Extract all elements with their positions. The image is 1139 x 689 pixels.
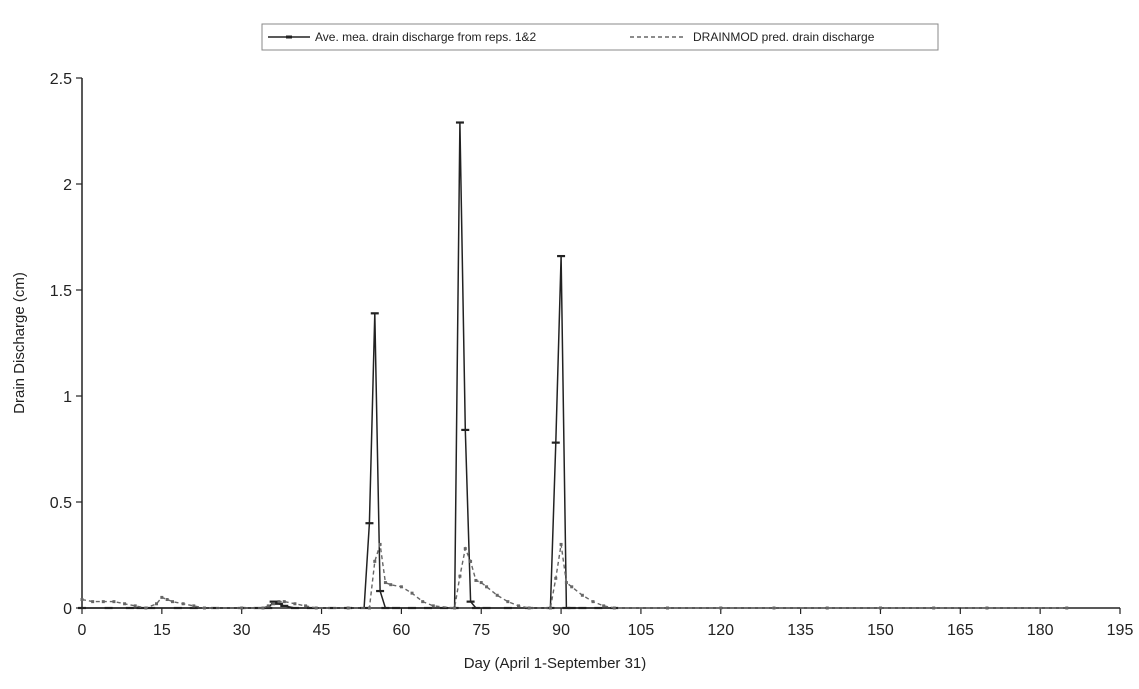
data-point-predicted <box>431 604 435 608</box>
y-ticks: 0 0.5 1 1.5 2 2.5 <box>50 71 82 618</box>
data-point-predicted <box>421 600 425 604</box>
x-tick-label: 45 <box>313 622 331 639</box>
data-point-predicted <box>165 598 169 602</box>
data-point-predicted <box>240 606 244 610</box>
data-point-predicted <box>80 598 84 602</box>
data-point-predicted <box>458 574 462 578</box>
data-point-predicted <box>932 606 936 610</box>
data-point-predicted <box>272 602 276 606</box>
data-point-predicted <box>554 576 558 580</box>
x-tick-label: 135 <box>787 622 814 639</box>
data-point-predicted <box>506 600 510 604</box>
data-point-predicted <box>367 606 371 610</box>
data-point-predicted <box>383 581 387 585</box>
data-point-predicted <box>825 606 829 610</box>
data-point-predicted <box>548 606 552 610</box>
y-tick-label: 0.5 <box>50 495 72 512</box>
data-point-predicted <box>479 581 483 585</box>
data-point-predicted <box>181 602 185 606</box>
y-tick-label: 0 <box>63 601 72 618</box>
data-point-predicted <box>474 578 478 582</box>
data-point-predicted <box>170 600 174 604</box>
x-tick-label: 0 <box>78 622 87 639</box>
legend-label-predicted: DRAINMOD pred. drain discharge <box>693 30 875 44</box>
data-point-predicted <box>463 547 467 551</box>
x-tick-label: 180 <box>1027 622 1054 639</box>
data-point-predicted <box>123 602 127 606</box>
data-point-predicted <box>314 606 318 610</box>
y-axis-title: Drain Discharge (cm) <box>11 272 28 414</box>
data-point-predicted <box>666 606 670 610</box>
legend: Ave. mea. drain discharge from reps. 1&2… <box>261 23 939 51</box>
data-point-predicted <box>133 604 137 608</box>
x-tick-label: 90 <box>552 622 570 639</box>
data-point-predicted <box>192 604 196 608</box>
y-tick-label: 1.5 <box>50 283 72 300</box>
x-tick-label: 105 <box>628 622 655 639</box>
series-line-measured <box>82 122 615 609</box>
data-point-predicted <box>878 606 882 610</box>
data-point-predicted <box>282 600 286 604</box>
data-point-predicted <box>101 600 105 604</box>
x-tick-label: 15 <box>153 622 171 639</box>
data-point-predicted <box>985 606 989 610</box>
data-point-predicted <box>293 602 297 606</box>
series-layer <box>78 121 1069 610</box>
x-tick-label: 60 <box>392 622 410 639</box>
y-tick-label: 1 <box>63 389 72 406</box>
data-point-predicted <box>304 604 308 608</box>
data-point-predicted <box>564 581 568 585</box>
data-point-predicted <box>772 606 776 610</box>
legend-item-measured: Ave. mea. drain discharge from reps. 1&2 <box>268 30 537 44</box>
data-point-predicted <box>144 606 148 610</box>
x-axis-title: Day (April 1-September 31) <box>464 655 647 672</box>
data-point-predicted <box>410 591 414 595</box>
x-tick-label: 150 <box>867 622 894 639</box>
data-point-predicted <box>559 542 563 546</box>
legend-item-predicted: DRAINMOD pred. drain discharge <box>630 30 875 44</box>
x-tick-label: 165 <box>947 622 974 639</box>
data-point-predicted <box>719 606 723 610</box>
data-point-predicted <box>202 606 206 610</box>
data-point-predicted <box>277 600 281 604</box>
y-tick-label: 2.5 <box>50 71 72 88</box>
data-point-predicted <box>453 606 457 610</box>
x-tick-label: 120 <box>707 622 734 639</box>
x-tick-label: 30 <box>233 622 251 639</box>
data-point-predicted <box>399 585 403 589</box>
data-point-predicted <box>261 606 265 610</box>
x-ticks: 0 15 30 45 60 75 90 105 120 135 150 165 180 195 <box>78 608 1134 639</box>
data-point-predicted <box>591 600 595 604</box>
legend-box <box>261 23 939 51</box>
data-point-predicted <box>112 600 116 604</box>
legend-label-measured: Ave. mea. drain discharge from reps. 1&2 <box>315 30 537 44</box>
x-tick-label: 75 <box>472 622 490 639</box>
data-point-predicted <box>602 604 606 608</box>
data-point-predicted <box>160 595 164 599</box>
data-point-predicted <box>516 604 520 608</box>
data-point-predicted <box>612 606 616 610</box>
data-point-predicted <box>1065 606 1069 610</box>
data-point-predicted <box>389 583 393 587</box>
data-point-predicted <box>495 593 499 597</box>
data-point-predicted <box>485 585 489 589</box>
data-point-predicted <box>469 559 473 563</box>
y-tick-label: 2 <box>63 177 72 194</box>
data-point-predicted <box>570 585 574 589</box>
data-point-predicted <box>155 602 159 606</box>
data-point-predicted <box>580 593 584 597</box>
series-line-predicted <box>81 544 1067 609</box>
data-point-predicted <box>346 606 350 610</box>
data-point-predicted <box>378 542 382 546</box>
data-point-predicted <box>373 559 377 563</box>
data-point-predicted <box>91 600 95 604</box>
data-point-predicted <box>266 604 270 608</box>
x-tick-label: 195 <box>1107 622 1134 639</box>
data-point-predicted <box>527 606 531 610</box>
